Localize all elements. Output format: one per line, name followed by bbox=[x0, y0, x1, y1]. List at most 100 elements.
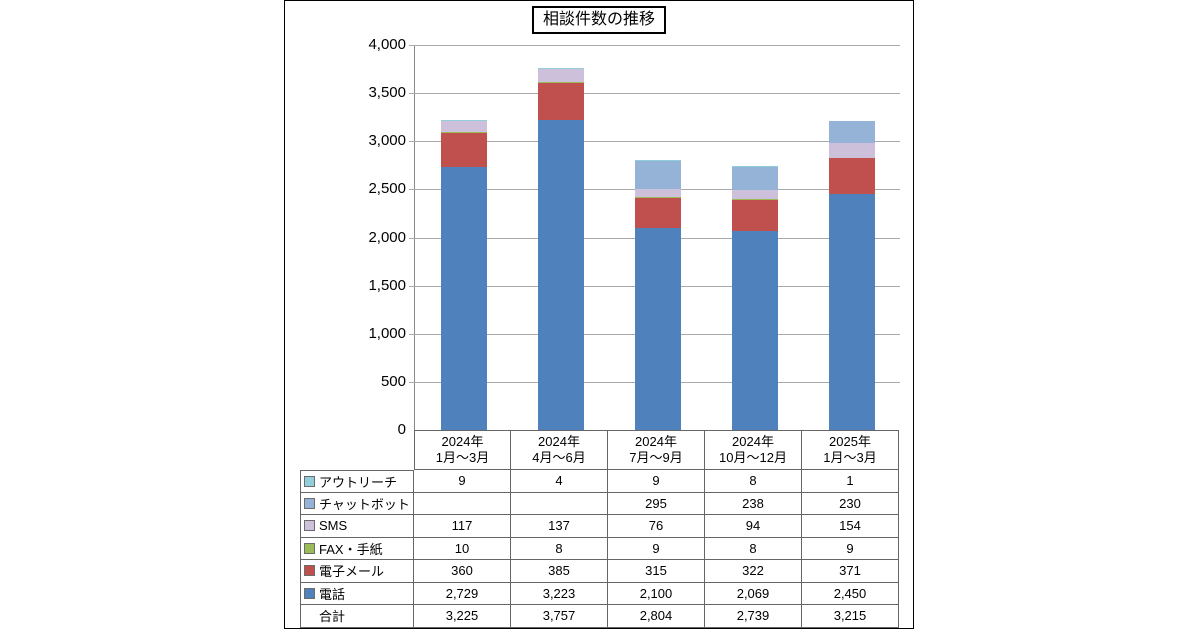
category-header-line: 7月〜9月 bbox=[629, 450, 683, 465]
chart-title: 相談件数の推移 bbox=[531, 6, 667, 34]
legend-swatch bbox=[304, 497, 315, 509]
table-value-cell: 76 bbox=[608, 515, 705, 538]
legend-swatch bbox=[304, 587, 315, 599]
bar-segment bbox=[537, 119, 584, 430]
bar-segment bbox=[440, 167, 487, 430]
table-value-cell bbox=[511, 492, 608, 515]
gridline bbox=[409, 45, 900, 46]
table-value-cell: 385 bbox=[511, 560, 608, 583]
chart-container: 相談件数の推移 0 500 1,000 1,500 2,000 2,500 3,000 3,5… bbox=[284, 0, 914, 629]
bar-segment bbox=[634, 189, 681, 197]
y-axis-tick-label: 4,000 bbox=[368, 36, 406, 53]
bar bbox=[440, 119, 487, 430]
category-header-line: 2024年 bbox=[538, 434, 580, 449]
y-axis-tick-label: 3,000 bbox=[368, 132, 406, 150]
table-value-cell: 2,450 bbox=[802, 582, 899, 605]
category-header-line: 2024年 bbox=[441, 434, 484, 449]
category-header-line: 4月〜6月 bbox=[532, 450, 586, 465]
table-value-cell: 4 bbox=[511, 470, 608, 493]
table-value-cell: 322 bbox=[705, 560, 802, 583]
bar-segment bbox=[440, 131, 487, 133]
table-value-cell: 137 bbox=[511, 515, 608, 538]
bar-segment bbox=[537, 68, 584, 82]
table-value-cell: 2,739 bbox=[705, 605, 802, 628]
table-value-cell: 315 bbox=[608, 560, 705, 583]
table-value-cell: 8 bbox=[705, 470, 802, 493]
bar-segment bbox=[731, 199, 778, 231]
y-axis-tick-label: 3,500 bbox=[368, 84, 406, 102]
gridline bbox=[409, 93, 900, 95]
bar-segment bbox=[731, 166, 778, 168]
y-axis-tick-label: 1,000 bbox=[368, 324, 406, 342]
table-value-cell: 2,804 bbox=[608, 605, 705, 628]
row-label: アウトリーチ bbox=[300, 470, 414, 493]
table-value-cell: 8 bbox=[511, 537, 608, 560]
category-header-line: 1月〜3月 bbox=[435, 450, 490, 465]
bar-segment bbox=[634, 160, 681, 161]
table-value-cell: 3,225 bbox=[414, 605, 511, 628]
bar bbox=[537, 68, 584, 430]
category-header: 2024年 10月〜12月 bbox=[705, 430, 802, 470]
legend-swatch bbox=[304, 542, 315, 554]
row-label: 電子メール bbox=[300, 560, 414, 583]
bar-segment bbox=[828, 157, 875, 159]
bar bbox=[731, 166, 778, 430]
table-value-cell: 154 bbox=[802, 515, 899, 538]
category-header-line: 2025年 bbox=[829, 434, 871, 449]
row-label: チャットボット bbox=[300, 492, 414, 515]
table-value-cell: 3,223 bbox=[511, 582, 608, 605]
bar-segment bbox=[634, 197, 681, 228]
table-value-cell: 8 bbox=[705, 537, 802, 560]
y-axis-labels: 0 500 1,000 1,500 2,000 2,500 3,000 3,500 4,000 bbox=[285, 36, 406, 438]
table-value-cell: 2,729 bbox=[414, 582, 511, 605]
plot-area bbox=[409, 45, 900, 430]
bar bbox=[634, 160, 681, 430]
category-header: 2024年 4月〜6月 bbox=[511, 430, 608, 470]
category-header: 2025年 1月〜3月 bbox=[802, 430, 899, 470]
table-value-cell: 360 bbox=[414, 560, 511, 583]
bar-segment bbox=[440, 119, 487, 121]
table-value-cell: 117 bbox=[414, 515, 511, 538]
bar-segment bbox=[828, 158, 875, 195]
table-value-cell: 9 bbox=[802, 537, 899, 560]
y-axis-tick-label: 500 bbox=[380, 372, 406, 390]
legend-swatch bbox=[304, 475, 315, 487]
y-axis-tick-label: 0 bbox=[397, 421, 406, 438]
row-label: SMS bbox=[300, 515, 414, 538]
category-header-line: 2024年 bbox=[732, 434, 774, 449]
bar bbox=[828, 120, 875, 430]
bar-segment bbox=[731, 230, 778, 430]
table-value-cell: 9 bbox=[414, 470, 511, 493]
bar-segment bbox=[634, 161, 681, 190]
table-value-cell: 230 bbox=[802, 492, 899, 515]
table-value-cell: 2,069 bbox=[705, 582, 802, 605]
bar-segment bbox=[731, 190, 778, 200]
bar-segment bbox=[440, 132, 487, 168]
bar-segment bbox=[634, 196, 681, 198]
table-value-cell bbox=[414, 492, 511, 515]
row-label-text: チャットボット bbox=[319, 496, 410, 512]
table-value-cell: 3,215 bbox=[802, 605, 899, 628]
bar-segment bbox=[828, 142, 875, 158]
y-axis-tick-label: 2,500 bbox=[368, 180, 406, 198]
category-header: 2024年 7月〜9月 bbox=[608, 430, 705, 470]
table-value-cell: 2,100 bbox=[608, 582, 705, 605]
table-value-cell: 295 bbox=[608, 492, 705, 515]
table-value-cell: 1 bbox=[802, 470, 899, 493]
bar-segment bbox=[731, 199, 778, 200]
row-label-text: SMS bbox=[319, 518, 348, 534]
row-label-text: FAX・手紙 bbox=[319, 541, 383, 557]
y-axis-tick-label: 2,000 bbox=[368, 228, 406, 246]
table-value-cell: 10 bbox=[414, 537, 511, 560]
table-value-cell: 9 bbox=[608, 470, 705, 493]
row-label-text: アウトリーチ bbox=[319, 474, 398, 490]
total-row-label: 合計 bbox=[300, 605, 414, 628]
bar-segment bbox=[828, 194, 875, 430]
data-table: 2024年 1月〜3月 2024年 4月〜6月 2024年 7月〜9月 2024年 10月〜1… bbox=[300, 430, 899, 628]
category-header: 2024年 1月〜3月 bbox=[414, 430, 511, 470]
row-label-text: 電子メール bbox=[319, 564, 385, 580]
table-value-cell: 371 bbox=[802, 560, 899, 583]
category-header-line: 2024年 bbox=[635, 434, 677, 449]
category-header-line: 1月〜3月 bbox=[823, 450, 877, 465]
